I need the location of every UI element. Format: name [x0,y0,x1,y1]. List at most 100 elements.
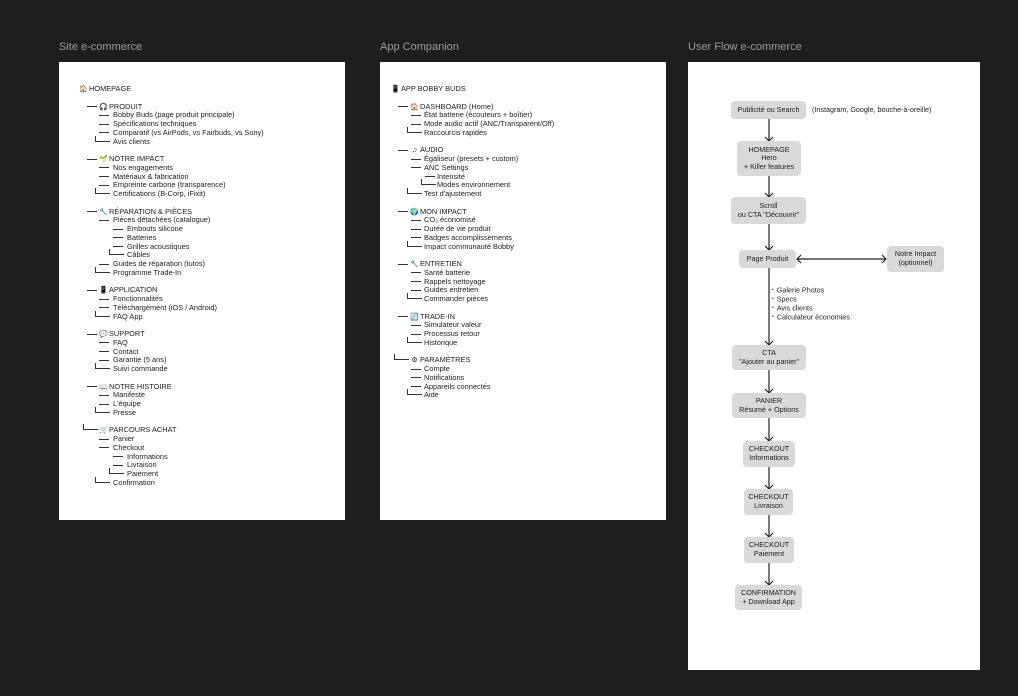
tree-item: Appareils connectés [424,382,491,391]
tree-section: 📱APPLICATION [99,285,157,294]
arrow-head-icon [796,254,802,264]
bullet-item: Galerie Photos [772,285,850,295]
tree-label: Pièces détachées (catalogue) [113,215,211,225]
tree-label: L'équipe [113,399,141,408]
tree-connector [99,114,109,116]
tree-label: Rappels nettoyage [424,276,486,286]
tree-connector [407,336,422,343]
globe-icon: 🌍 [410,208,419,216]
tree-connector [411,324,421,326]
flow-node-scroll[interactable]: Scroll ou CTA "Découvrir" [731,197,806,224]
tree-item: Avis clients [113,137,150,146]
tree-label: MON IMPACT [420,206,467,216]
refresh-icon: 🔄 [410,313,419,321]
tree-item: Presse [113,408,136,417]
tree-label: Guides entretien [424,285,479,295]
speech-bubble-icon: 💬 [99,331,108,338]
flow-node-pub[interactable]: Publicité ou Search [731,101,806,119]
tree-section: 🔄TRADE-IN [410,312,455,321]
flow-node-text: CHECKOUT [748,540,790,550]
product-bullets: Galerie Photos Specs Avis clients Calcul… [772,285,850,322]
tree-item: Contact [113,347,138,356]
tree-connector [83,424,98,431]
tree-connector [113,228,123,230]
tree-item: Mode audio actif (ANC/Transparent/Off) [424,119,554,128]
tree-connector [99,307,109,309]
flow-node-text: ou CTA "Découvrir" [737,209,800,219]
tree-item: Simulateur valeur [424,320,482,329]
tree-item: Santé batterie [424,268,470,277]
flow-node-home[interactable]: HOMEPAGE Hero + Killer features [737,141,801,176]
tree-connector [398,106,408,107]
frame-user-flow[interactable]: (Instagram, Google, bouche-à-oreille) Ga… [688,62,980,670]
frame-label-app[interactable]: App Companion [380,41,459,53]
tree-label: Manifeste [113,390,146,400]
bullet-item: Specs [772,294,850,304]
tree-item: ANC Settings [424,163,468,172]
tree-label: Empreinte carbone (transparence) [113,180,226,190]
frame-label-flow[interactable]: User Flow e-commerce [688,41,802,53]
flow-node-produit[interactable]: Page Produit [739,250,796,268]
tree-connector [99,403,109,405]
tree-connector [87,211,97,212]
flow-node-text: Livraison [754,501,783,510]
tree-label: Presse [113,407,137,417]
tree-label: PARCOURS ACHAT [109,425,177,435]
tree-connector [407,389,422,396]
flow-node-cta[interactable]: CTA "Ajouter au panier" [732,345,806,370]
tree-label: Embouts silicone [127,224,183,233]
tree-label: DASHBOARD (Home) [420,101,494,111]
tree-label: Comparatif (vs AirPods, vs Fairbuds, vs … [113,127,264,137]
flow-node-panier[interactable]: PANIER Résumé + Options [732,393,806,418]
flow-node-text: (optionnel) [898,258,933,267]
tree-connector [411,167,421,169]
tree-label: Livraison [127,460,157,470]
flow-node-text: CHECKOUT [748,492,789,502]
tree-connector [113,237,123,239]
tree-label: CO₂ économisé [424,215,476,225]
tree-connector [99,219,109,221]
tree-section: 🛒PARCOURS ACHAT [99,425,176,434]
flow-node-livraison[interactable]: CHECKOUT Livraison [744,489,793,515]
tree-label: PARAMÈTRES [420,355,471,365]
tree-section: ⚙ PARAMÈTRES [410,355,470,364]
flow-node-paiement[interactable]: CHECKOUT Paiement [744,537,794,563]
tree-item: Confirmation [113,478,155,487]
tree-item: Test d'ajustement [424,189,481,198]
tree-item: FAQ App [113,312,143,321]
flow-node-text: + Killer features [743,161,795,171]
tree-connector [87,289,97,291]
tree-item: Commander pièces [424,294,488,303]
tree-label: Aide [424,390,439,400]
gear-icon: ⚙ [411,357,418,365]
flow-node-info[interactable]: CHECKOUT Informations [743,441,795,467]
frame-site-ecommerce[interactable]: 🏠HOMEPAGE 🎧PRODUIT Bobby Buds (page produi… [59,62,345,520]
bullet-item: Avis clients [772,304,850,313]
tree-connector [407,240,422,247]
tree-item: Pièces détachées (catalogue) [113,215,210,224]
tree-connector [95,188,110,194]
frame-app-companion[interactable]: 📱APP BOBBY BUDS 🏠DASHBOARD (Home) État bat… [380,62,666,520]
tree-label: Compte [424,364,450,373]
tree-connector [109,249,124,256]
tree-label: Processus retour [424,329,480,338]
frame-label-site[interactable]: Site e-commerce [59,41,143,53]
tree-connector [109,468,124,474]
tree-label: Suivi commande [113,364,168,373]
tree-item: État batterie (écouteurs + boîtier) [424,110,532,119]
tree-connector [113,456,123,457]
tree-item: Bobby Buds (page produit principale) [113,110,235,119]
flow-node-confirm[interactable]: CONFIRMATION + Download App [735,585,802,610]
tree-item: Matériaux & fabrication [113,172,189,181]
tree-connector [95,406,110,413]
tree-root: 🏠HOMEPAGE [79,84,131,93]
tree-item: L'équipe [113,399,141,408]
tree-connector [407,188,422,194]
tree-connector [411,123,421,125]
tree-item: Manifeste [113,390,145,399]
flow-node-impact[interactable]: Notre Impact (optionnel) [887,246,944,272]
tree-connector [87,106,97,107]
tree-label: ENTRETIEN [420,259,462,268]
tree-label: PRODUIT [109,101,143,111]
tree-label: Badges accomplissements [424,232,512,242]
